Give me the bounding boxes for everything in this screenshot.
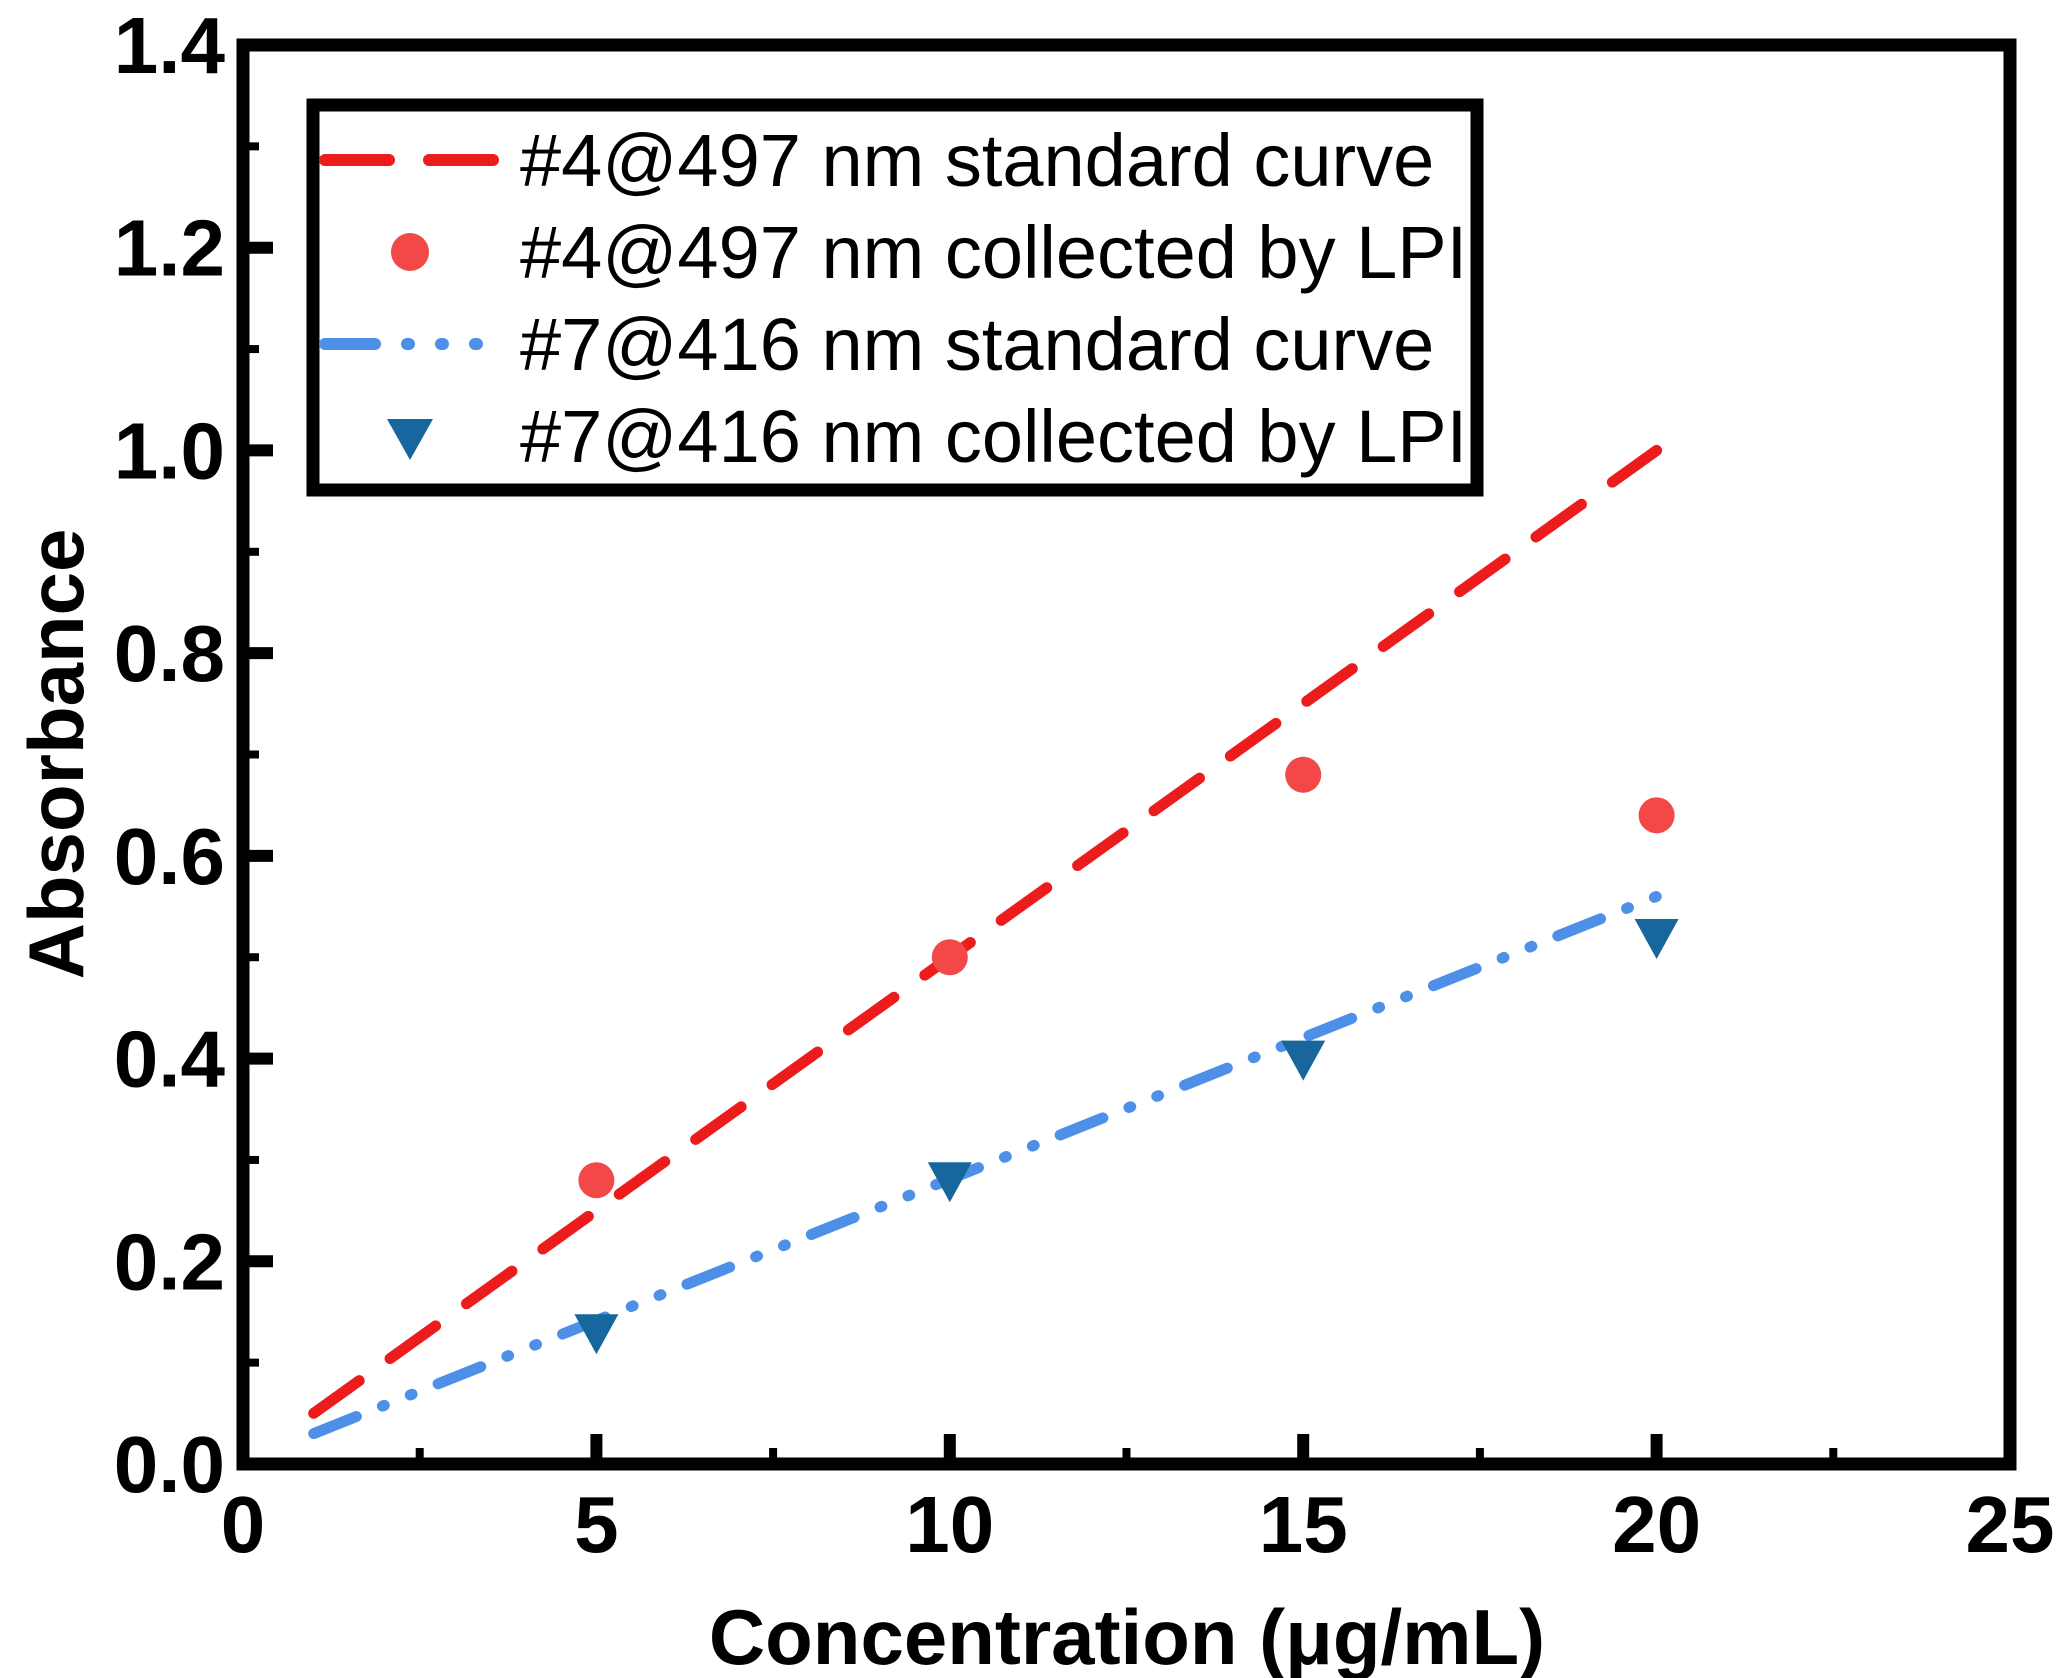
data-point-circle [1285, 756, 1322, 793]
x-axis-title: Concentration (μg/mL) [708, 1593, 1546, 1678]
legend-box [306, 98, 1484, 497]
x-tick-label: 5 [574, 1480, 619, 1569]
series-line-1 [308, 890, 1663, 1440]
x-tick-label: 15 [1259, 1480, 1348, 1569]
x-tick-label: 0 [221, 1480, 266, 1569]
legend-label: #7@416 nm standard curve [520, 303, 1434, 386]
legend-label: #7@416 nm collected by LPI [520, 395, 1467, 478]
y-axis-title: Absorbance [12, 528, 100, 980]
legend-sample-circle [391, 233, 429, 271]
y-tick-label: 0.4 [114, 1015, 226, 1104]
legend-sample-triangle [387, 419, 433, 460]
legend-label: #4@497 nm standard curve [520, 119, 1434, 202]
data-point-triangle [1281, 1040, 1326, 1081]
data-point-circle [578, 1162, 615, 1199]
y-tick-label: 0.8 [114, 609, 225, 698]
y-tick-label: 1.4 [114, 1, 226, 90]
data-point-triangle [574, 1314, 619, 1355]
plot-border [236, 38, 2017, 1471]
x-tick-label: 10 [905, 1480, 994, 1569]
series-line-0 [308, 444, 1663, 1419]
data-point-triangle [1634, 918, 1679, 959]
y-tick-label: 1.2 [114, 204, 225, 293]
x-tick-label: 25 [1966, 1480, 2055, 1569]
y-tick-label: 1.0 [114, 406, 225, 495]
x-tick-label: 20 [1612, 1480, 1701, 1569]
data-point-circle [1638, 797, 1675, 834]
y-tick-label: 0.0 [114, 1420, 225, 1509]
data-point-circle [931, 939, 968, 976]
y-tick-label: 0.6 [114, 812, 225, 901]
legend-label: #4@497 nm collected by LPI [520, 211, 1467, 294]
data-point-triangle [927, 1162, 972, 1203]
y-tick-label: 0.2 [114, 1217, 225, 1306]
